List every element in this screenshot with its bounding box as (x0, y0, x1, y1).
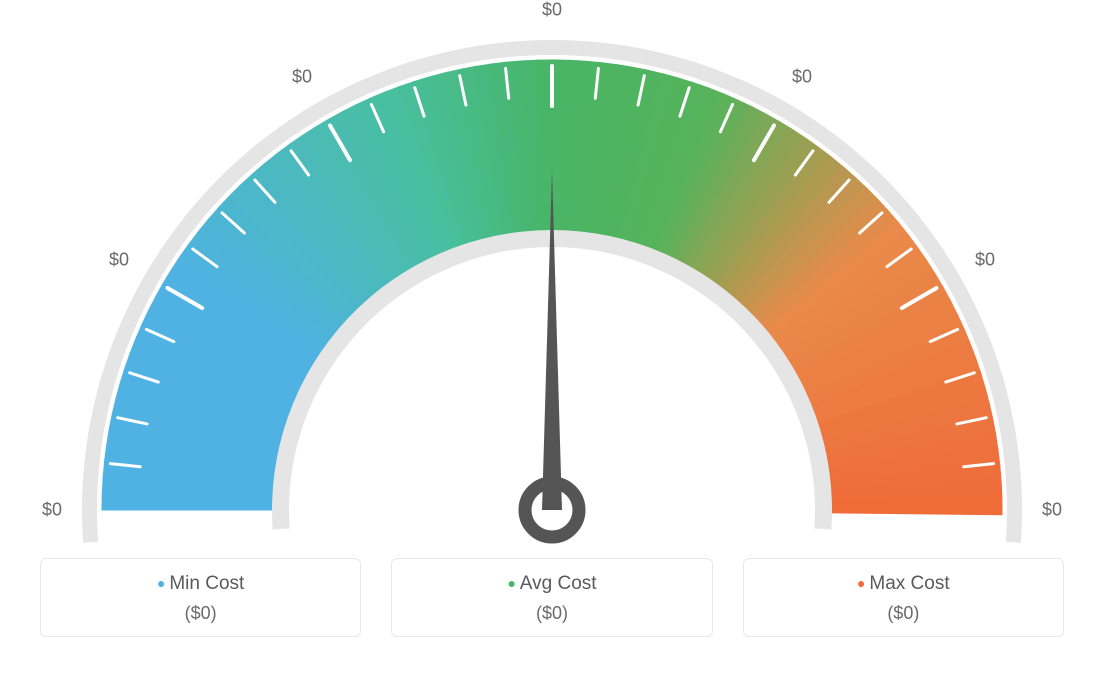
legend-max-value: ($0) (754, 603, 1053, 624)
legend-card-min: Min Cost ($0) (40, 558, 361, 637)
gauge-tick-label: $0 (1042, 500, 1062, 521)
legend-row: Min Cost ($0) Avg Cost ($0) Max Cost ($0… (0, 558, 1104, 637)
gauge-tick-label: $0 (975, 250, 995, 271)
legend-min-label: Min Cost (51, 573, 350, 595)
gauge-tick-label: $0 (792, 66, 812, 87)
gauge-svg (0, 0, 1104, 550)
gauge-tick-label: $0 (109, 250, 129, 271)
gauge-chart: $0 $0 $0 $0 $0 $0 $0 (0, 0, 1104, 550)
legend-card-max: Max Cost ($0) (743, 558, 1064, 637)
gauge-tick-label: $0 (292, 66, 312, 87)
legend-avg-label: Avg Cost (402, 573, 701, 595)
legend-card-avg: Avg Cost ($0) (391, 558, 712, 637)
legend-max-label: Max Cost (754, 573, 1053, 595)
gauge-tick-label: $0 (42, 500, 62, 521)
legend-min-value: ($0) (51, 603, 350, 624)
legend-avg-value: ($0) (402, 603, 701, 624)
gauge-tick-label: $0 (542, 0, 562, 21)
